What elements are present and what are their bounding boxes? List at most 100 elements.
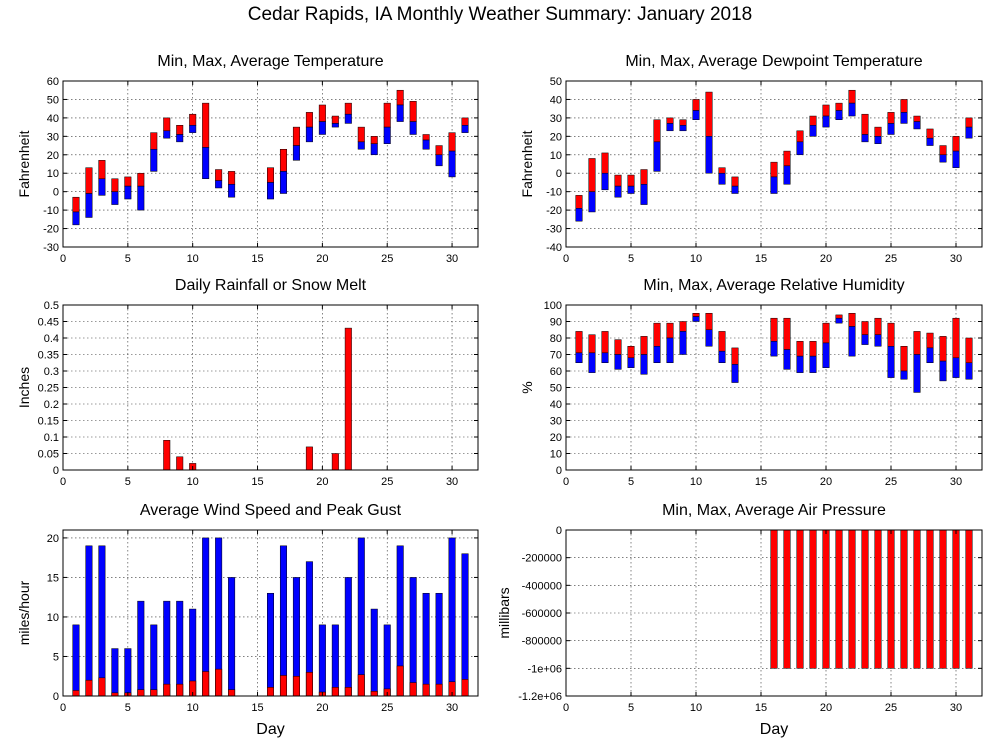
pressure-title: Min, Max, Average Air Pressure bbox=[662, 502, 886, 519]
temp-bar-lower bbox=[331, 123, 339, 128]
dewpoint-ytick-label: 20 bbox=[550, 131, 562, 143]
dewpoint-bar-lower bbox=[770, 176, 778, 194]
humidity-bar-lower bbox=[952, 357, 960, 378]
humidity-bar-upper bbox=[679, 321, 687, 332]
wind-gust-bar bbox=[409, 577, 417, 697]
temp-xtick-label: 30 bbox=[446, 253, 458, 265]
wind-gust-bar bbox=[150, 624, 158, 697]
rain-ytick-label: 0.15 bbox=[38, 416, 59, 428]
temp-bar-lower bbox=[111, 191, 119, 205]
rain-xtick-label: 30 bbox=[446, 476, 458, 488]
humidity-bar-lower bbox=[731, 364, 739, 383]
wind-xtick-label: 20 bbox=[316, 702, 328, 714]
temp-ytick-label: 50 bbox=[47, 94, 59, 106]
dewpoint-bar-upper bbox=[796, 130, 804, 143]
temp-bar-lower bbox=[124, 185, 132, 200]
humidity-bar-lower bbox=[887, 346, 895, 378]
temp-bar-upper bbox=[435, 145, 443, 156]
wind-avg-bar bbox=[72, 690, 80, 697]
temp-bar-lower bbox=[422, 139, 430, 150]
humidity-bar-lower bbox=[666, 337, 674, 363]
humidity-bar-lower bbox=[653, 346, 661, 363]
pressure-bar bbox=[783, 529, 791, 669]
dewpoint-bar-lower bbox=[900, 112, 908, 124]
temp-bar-lower bbox=[435, 154, 443, 167]
rain-ytick-label: 0.25 bbox=[38, 383, 59, 395]
wind-avg-bar bbox=[176, 683, 184, 697]
dewpoint-bar-lower bbox=[952, 150, 960, 168]
wind-ytick-label: 15 bbox=[47, 572, 59, 584]
temp-plot-frame bbox=[62, 80, 479, 248]
dewpoint-bar-upper bbox=[640, 169, 648, 185]
pressure-bar bbox=[913, 529, 921, 669]
wind-gust-bar bbox=[98, 545, 106, 697]
humidity-bar-lower bbox=[848, 326, 856, 357]
humidity-bar-lower bbox=[822, 342, 830, 368]
temp-bar-upper bbox=[267, 167, 274, 183]
humidity-bar-lower bbox=[692, 316, 700, 322]
humidity-bar-upper bbox=[822, 322, 830, 344]
wind-gust-bar bbox=[267, 592, 274, 697]
dewpoint-bar-upper bbox=[653, 119, 661, 143]
rain-xtick-label: 0 bbox=[60, 476, 66, 488]
humidity-xtick-label: 15 bbox=[755, 476, 767, 488]
temp-bar-upper bbox=[305, 112, 313, 128]
dewpoint-xtick-label: 15 bbox=[755, 253, 767, 265]
humidity-ytick-label: 20 bbox=[550, 432, 562, 444]
humidity-bar-upper bbox=[848, 313, 856, 327]
wind-gust-bar bbox=[228, 577, 236, 697]
humidity-bar-lower bbox=[874, 334, 882, 347]
temp-bar-lower bbox=[383, 126, 391, 144]
humidity-xtick-label: 30 bbox=[950, 476, 962, 488]
dewpoint-bar-upper bbox=[835, 102, 843, 111]
humidity-bar-upper bbox=[796, 341, 804, 357]
humidity-bar-lower bbox=[679, 331, 687, 355]
rain-bar bbox=[305, 446, 313, 471]
pressure-xlabel: Day bbox=[760, 721, 788, 738]
rain-ylabel: Inches bbox=[16, 367, 32, 408]
dewpoint-bar-lower bbox=[835, 110, 843, 120]
humidity-bar-lower bbox=[939, 360, 947, 382]
dewpoint-bar-upper bbox=[692, 99, 700, 111]
wind-avg-bar bbox=[163, 683, 171, 697]
humidity-bar-lower bbox=[926, 347, 934, 363]
pressure-xtick-label: 10 bbox=[690, 702, 702, 714]
dewpoint-bar-lower bbox=[731, 185, 739, 194]
pressure-bar bbox=[874, 529, 882, 669]
temp-ytick-label: 10 bbox=[47, 168, 59, 180]
wind-ytick-label: 10 bbox=[47, 612, 59, 624]
temp-bar-upper bbox=[344, 102, 352, 115]
humidity-bar-upper bbox=[952, 317, 960, 359]
dewpoint-bar-upper bbox=[939, 145, 947, 156]
dewpoint-bar-lower bbox=[848, 102, 856, 117]
wind-gust-bar bbox=[163, 600, 171, 697]
temp-bar-upper bbox=[98, 160, 106, 180]
temp-bar-upper bbox=[370, 136, 378, 144]
dewpoint-bar-upper bbox=[627, 174, 635, 187]
wind-gust-bar bbox=[331, 624, 339, 697]
temp-bar-lower bbox=[409, 121, 417, 135]
temp-bar-upper bbox=[124, 176, 132, 187]
humidity-ytick-label: 40 bbox=[550, 399, 562, 411]
wind-xtick-label: 10 bbox=[187, 702, 199, 714]
temp-title: Min, Max, Average Temperature bbox=[157, 53, 383, 70]
wind-gust-bar bbox=[72, 624, 80, 697]
temp-ytick-label: 60 bbox=[47, 76, 59, 88]
temp-bar-upper bbox=[215, 169, 223, 181]
temp-ytick-label: 30 bbox=[47, 131, 59, 143]
pressure-bar bbox=[926, 529, 934, 669]
wind-avg-bar bbox=[137, 689, 145, 697]
pressure-xtick-label: 20 bbox=[820, 702, 832, 714]
temp-xtick-label: 0 bbox=[60, 253, 66, 265]
rain-ytick-label: 0.1 bbox=[44, 432, 59, 444]
temp-ytick-label: -30 bbox=[43, 242, 59, 254]
humidity-bar-lower bbox=[900, 370, 908, 380]
temp-xtick-label: 10 bbox=[187, 253, 199, 265]
pressure-ytick-label: -800000 bbox=[522, 636, 562, 648]
humidity-bar-lower bbox=[796, 355, 804, 373]
rain-bar bbox=[176, 456, 184, 471]
rain-xtick-label: 20 bbox=[316, 476, 328, 488]
temp-bar-lower bbox=[85, 193, 93, 218]
temp-bar-upper bbox=[72, 196, 80, 213]
humidity-bar-upper bbox=[575, 331, 583, 354]
